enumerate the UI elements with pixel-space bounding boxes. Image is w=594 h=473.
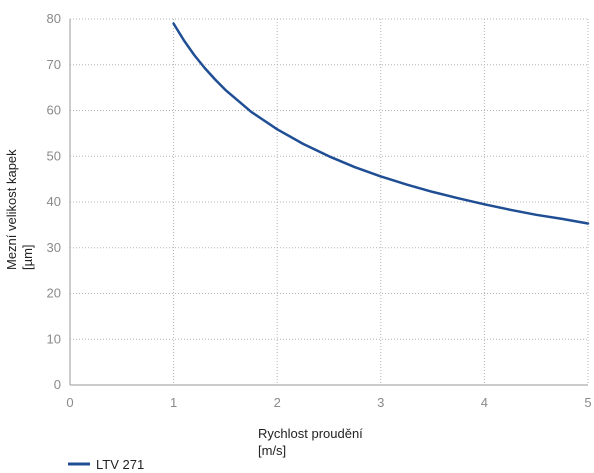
y-tick-label: 50 — [47, 148, 61, 163]
y-tick-label: 40 — [47, 194, 61, 209]
y-tick-label: 70 — [47, 57, 61, 72]
axis-lines — [69, 19, 588, 386]
x-tick-label: 4 — [481, 395, 488, 410]
x-tick-label: 2 — [274, 395, 281, 410]
x-tick-label: 5 — [584, 395, 591, 410]
legend-label: LTV 271 — [96, 457, 144, 472]
y-tick-labels: 0 10 20 30 40 50 60 70 80 — [47, 11, 61, 392]
x-tick-label: 1 — [170, 395, 177, 410]
x-tick-label: 3 — [377, 395, 384, 410]
x-tick-labels: 0 1 2 3 4 5 — [66, 395, 591, 410]
y-axis-title-line-1: Mezní velikost kapek — [4, 149, 19, 270]
y-axis-title-line-2: [µm] — [20, 244, 35, 270]
y-tick-label: 30 — [47, 240, 61, 255]
y-tick-label: 10 — [47, 331, 61, 346]
y-tick-label: 0 — [54, 377, 61, 392]
y-tick-label: 60 — [47, 103, 61, 118]
y-tick-label: 20 — [47, 286, 61, 301]
x-axis-title-line-2: [m/s] — [258, 443, 286, 458]
x-tick-label: 0 — [66, 395, 73, 410]
y-tick-label: 80 — [47, 11, 61, 26]
grid-lines — [69, 18, 589, 386]
series-line — [172, 22, 590, 225]
legend: LTV 271 — [68, 457, 144, 472]
x-axis-title-line-1: Rychlost proudění — [258, 426, 363, 441]
series-layer — [172, 22, 590, 225]
